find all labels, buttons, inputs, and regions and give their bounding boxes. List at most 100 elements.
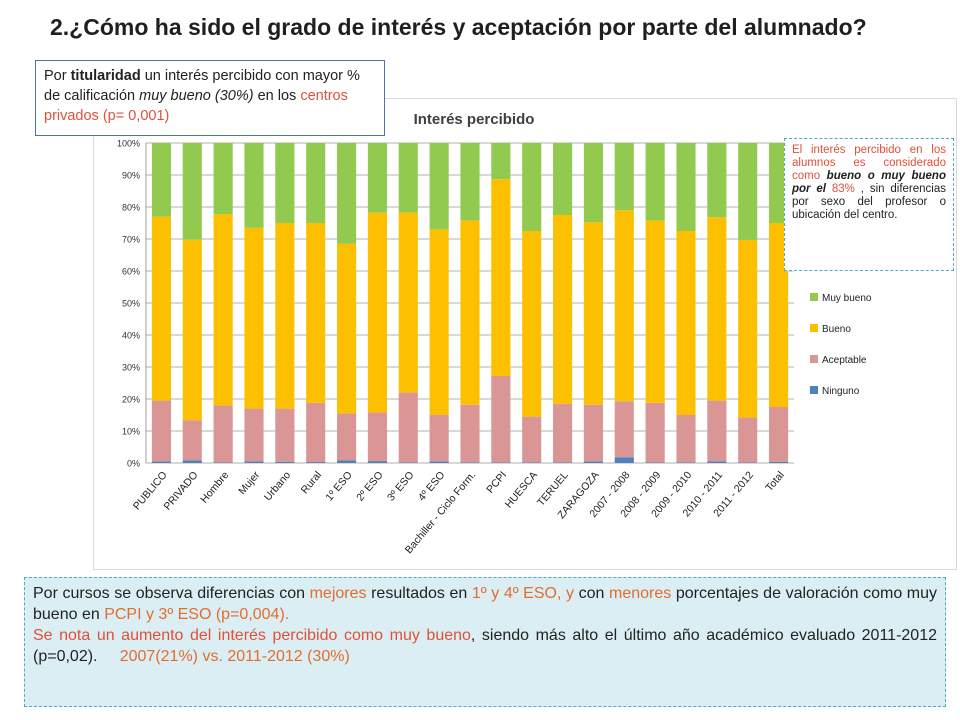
bar-segment-ninguno xyxy=(614,457,634,463)
bar-segment-aceptable xyxy=(429,415,449,462)
bar-segment-ninguno xyxy=(429,461,449,463)
bar-segment-ninguno xyxy=(707,461,727,463)
bar-segment-bueno xyxy=(429,229,449,415)
bar-segment-aceptable xyxy=(645,402,665,463)
bar-segment-muy-bueno xyxy=(614,143,634,211)
bar-segment-muy-bueno xyxy=(460,143,480,221)
x-tick-label: PCPI xyxy=(484,469,509,495)
conclusion-text: con xyxy=(574,585,610,602)
bar-segment-ninguno xyxy=(213,462,233,463)
bar-segment-muy-bueno xyxy=(676,143,696,231)
bar-segment-muy-bueno xyxy=(182,143,202,240)
bar-segment-muy-bueno xyxy=(769,143,789,223)
bar-segment-aceptable xyxy=(275,408,295,462)
slide-title: 2.¿Cómo ha sido el grado de interés y ac… xyxy=(50,14,867,40)
bar-segment-bueno xyxy=(337,243,357,414)
bar-segment-muy-bueno xyxy=(337,143,357,244)
y-tick-label: 60% xyxy=(122,267,140,277)
note-text: en los xyxy=(253,88,301,104)
bar-segment-ninguno xyxy=(244,461,264,463)
y-tick-label: 20% xyxy=(122,395,140,405)
summary-side-note: El interés percibido en los alumnos es c… xyxy=(784,138,954,271)
bar-segment-ninguno xyxy=(460,462,480,463)
note-italic: muy bueno (30%) xyxy=(139,88,254,104)
y-tick-label: 50% xyxy=(122,299,140,309)
conclusion-paragraph-1: Por cursos se observa diferencias con me… xyxy=(33,583,937,625)
bar-segment-bueno xyxy=(614,210,634,402)
y-tick-label: 90% xyxy=(122,171,140,181)
bar-segment-bueno xyxy=(769,223,789,407)
legend-label: Bueno xyxy=(822,324,851,335)
note-bold: titularidad xyxy=(70,68,141,84)
legend-label: Ninguno xyxy=(822,386,860,397)
y-tick-label: 40% xyxy=(122,331,140,341)
x-tick-label: 3º ESO xyxy=(385,469,417,503)
side-note-percent: 83% xyxy=(831,183,855,195)
legend-label: Aceptable xyxy=(822,355,867,366)
legend-swatch xyxy=(810,324,818,332)
y-tick-label: 80% xyxy=(122,203,140,213)
bar-segment-bueno xyxy=(645,220,665,403)
bar-segment-bueno xyxy=(583,222,603,405)
conclusion-highlight: PCPI y 3º ESO (p=0,004). xyxy=(104,606,290,623)
bar-segment-ninguno xyxy=(398,462,418,463)
conclusion-text: porcentajes de valoración como muy bueno… xyxy=(33,585,938,623)
bar-segment-ninguno xyxy=(337,460,357,463)
conclusion-highlight: mejores xyxy=(309,585,367,602)
bar-segment-aceptable xyxy=(707,400,727,462)
bar-segment-muy-bueno xyxy=(306,143,326,223)
side-note-bold: bueno o muy bueno por el xyxy=(792,170,946,195)
bar-segment-bueno xyxy=(151,216,171,401)
bar-segment-aceptable xyxy=(614,401,634,458)
bar-segment-muy-bueno xyxy=(583,143,603,223)
bar-segment-ninguno xyxy=(738,462,758,463)
bar-segment-ninguno xyxy=(645,462,665,463)
bar-segment-muy-bueno xyxy=(738,143,758,240)
side-note-text: , sin diferencias por sexo del profesor … xyxy=(792,183,946,221)
titularidad-note: Por titularidad un interés percibido con… xyxy=(35,60,385,136)
bar-segment-aceptable xyxy=(553,403,573,463)
bar-segment-ninguno xyxy=(182,460,202,463)
conclusion-highlight: Se nota un aumento del interés percibido… xyxy=(33,627,471,644)
bar-segment-muy-bueno xyxy=(429,143,449,230)
bar-segment-bueno xyxy=(275,223,295,409)
bar-segment-muy-bueno xyxy=(398,143,418,213)
bar-segment-ninguno xyxy=(676,462,696,463)
conclusion-highlight: 1º y 4º ESO, y xyxy=(471,585,575,602)
bar-segment-aceptable xyxy=(306,402,326,463)
legend-swatch xyxy=(810,293,818,301)
bar-segment-bueno xyxy=(676,231,696,415)
bar-segment-aceptable xyxy=(738,417,758,463)
conclusions-box: Por cursos se observa diferencias con me… xyxy=(24,577,946,707)
bar-segment-aceptable xyxy=(244,408,264,462)
bar-segment-muy-bueno xyxy=(213,143,233,215)
x-tick-label: HUESCA xyxy=(503,469,540,510)
bar-segment-bueno xyxy=(367,212,387,413)
x-tick-label: 2º ESO xyxy=(354,469,386,503)
bar-segment-aceptable xyxy=(583,404,603,462)
x-tick-label: 1º ESO xyxy=(323,469,355,503)
conclusion-paragraph-2: Se nota un aumento del interés percibido… xyxy=(33,625,937,667)
bar-segment-bueno xyxy=(738,239,758,418)
bar-segment-bueno xyxy=(213,214,233,406)
x-tick-label: Total xyxy=(763,469,786,494)
note-text: un interés percibido con mayor % de cali… xyxy=(44,68,360,104)
bar-segment-aceptable xyxy=(676,415,696,463)
bar-segment-muy-bueno xyxy=(707,143,727,218)
bar-segment-bueno xyxy=(398,212,418,393)
y-tick-label: 100% xyxy=(117,139,140,149)
conclusion-highlight: menores xyxy=(609,585,672,602)
bar-segment-muy-bueno xyxy=(151,143,171,217)
bar-segment-bueno xyxy=(491,179,511,376)
bar-segment-ninguno xyxy=(275,461,295,463)
bar-segment-bueno xyxy=(306,223,326,403)
bar-segment-bueno xyxy=(553,215,573,404)
legend-label: Muy bueno xyxy=(822,293,872,304)
x-tick-label: 4º ESO xyxy=(416,469,448,503)
bar-segment-aceptable xyxy=(367,412,387,462)
conclusion-text: resultados en xyxy=(366,585,472,602)
bar-segment-ninguno xyxy=(583,461,603,463)
side-note-text: El interés percibido en los alumnos es c… xyxy=(792,144,946,182)
bar-segment-bueno xyxy=(460,220,480,405)
legend-swatch xyxy=(810,386,818,394)
